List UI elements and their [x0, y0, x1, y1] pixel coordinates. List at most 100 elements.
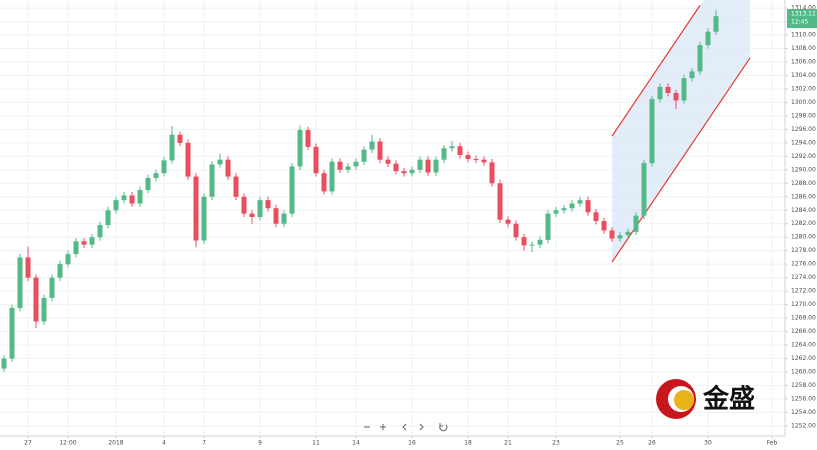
candle-body	[145, 177, 151, 191]
y-tick-label: 1308.00	[791, 45, 816, 52]
channel-fill	[612, 0, 750, 263]
y-tick-label: 1306.00	[791, 58, 816, 65]
candle-body	[329, 161, 335, 192]
last-price-label: 1313.11	[791, 11, 816, 18]
candle-body	[113, 200, 119, 211]
candle-body	[713, 16, 719, 32]
candle-body	[425, 159, 431, 173]
candle-body	[313, 146, 319, 174]
candle-body	[105, 210, 111, 226]
candle-body	[401, 171, 407, 174]
y-tick-label: 1296.00	[791, 126, 816, 133]
candle-body	[497, 183, 503, 220]
candle-body	[369, 141, 375, 150]
candle-body	[297, 130, 303, 167]
candle-body	[609, 230, 615, 239]
candle-body	[577, 200, 583, 204]
y-tick-label: 1280.00	[791, 234, 816, 241]
x-tick-label: 14	[352, 440, 360, 447]
y-tick-label: 1270.00	[791, 301, 816, 308]
candle-body	[265, 200, 271, 209]
x-tick-label: 9	[258, 440, 262, 447]
candle-body	[593, 212, 599, 222]
candle-body	[321, 173, 327, 192]
y-tick-label: 1276.00	[791, 261, 816, 268]
candle-body	[377, 141, 383, 160]
channel	[611, 0, 751, 263]
x-tick-label: 16	[408, 440, 416, 447]
candle-body	[41, 297, 47, 322]
candle-body	[249, 213, 255, 217]
x-tick-label: Feb	[767, 440, 778, 447]
candle-body	[33, 277, 39, 322]
candle-body	[305, 130, 311, 147]
y-tick-label: 1282.00	[791, 220, 816, 227]
zoom-in[interactable]	[380, 424, 386, 430]
logo: 金盛	[656, 379, 755, 419]
candle-body	[345, 166, 351, 170]
axes: 1252.00 1254.00 1256.00 1258.00 1260.00 1262.…	[24, 5, 817, 447]
candle-body	[393, 163, 399, 172]
candle-body	[153, 173, 159, 178]
x-tick-label: 4	[162, 440, 166, 447]
candle-body	[657, 86, 663, 100]
candle-body	[705, 31, 711, 46]
y-tick-label: 1258.00	[791, 382, 816, 389]
candle-body	[561, 208, 567, 211]
candle-body	[65, 254, 71, 265]
x-tick-label: 11	[312, 440, 320, 447]
candle-body	[649, 99, 655, 164]
x-tick-label: 2018	[108, 440, 123, 447]
candle-body	[385, 159, 391, 164]
candle-body	[169, 134, 175, 161]
candle-body	[465, 154, 471, 160]
y-tick-label: 1272.00	[791, 288, 816, 295]
candle-body	[17, 257, 23, 308]
candle-body	[337, 161, 343, 170]
x-tick-label: 30	[704, 440, 712, 447]
candle-body	[97, 225, 103, 238]
candle-body	[209, 164, 215, 197]
candle-body	[545, 213, 551, 240]
candle-body	[417, 159, 423, 170]
candle-body	[433, 159, 439, 173]
y-tick-label: 1290.00	[791, 166, 816, 173]
y-tick-label: 1254.00	[791, 409, 816, 416]
candle-body	[449, 146, 455, 149]
candle-body	[473, 159, 479, 161]
candle-body	[625, 231, 631, 236]
x-tick-label: 7	[202, 440, 206, 447]
y-tick-label: 1252.00	[791, 422, 816, 429]
y-tick-label: 1300.00	[791, 99, 816, 106]
y-tick-label: 1302.00	[791, 85, 816, 92]
candle-body	[121, 195, 127, 201]
candle-body	[1, 358, 7, 369]
candle-body	[641, 163, 647, 216]
x-tick-label: 25	[616, 440, 624, 447]
scroll-left[interactable]	[402, 423, 407, 431]
candle-body	[57, 264, 63, 278]
y-tick-label: 1284.00	[791, 207, 816, 214]
candle-body	[89, 237, 95, 245]
candle-body	[289, 166, 295, 214]
candle-body	[665, 86, 671, 93]
x-tick-label: 23	[552, 440, 560, 447]
candle-body	[193, 176, 199, 241]
candle-body	[673, 92, 679, 101]
y-tick-label: 1288.00	[791, 180, 816, 187]
candle-body	[201, 196, 207, 241]
y-tick-label: 1286.00	[791, 193, 816, 200]
countdown-label: 12:45	[791, 19, 808, 26]
candle-body	[521, 237, 527, 246]
candle-body	[681, 78, 687, 101]
candle-body	[257, 200, 263, 217]
x-tick-label: 18	[464, 440, 472, 447]
reset[interactable]	[439, 423, 448, 432]
y-tick-label: 1294.00	[791, 139, 816, 146]
scroll-right[interactable]	[419, 423, 424, 431]
last-price-tag	[787, 9, 817, 29]
y-tick-label: 1304.00	[791, 72, 816, 79]
candle-body	[81, 241, 87, 245]
candle-body	[137, 190, 143, 204]
